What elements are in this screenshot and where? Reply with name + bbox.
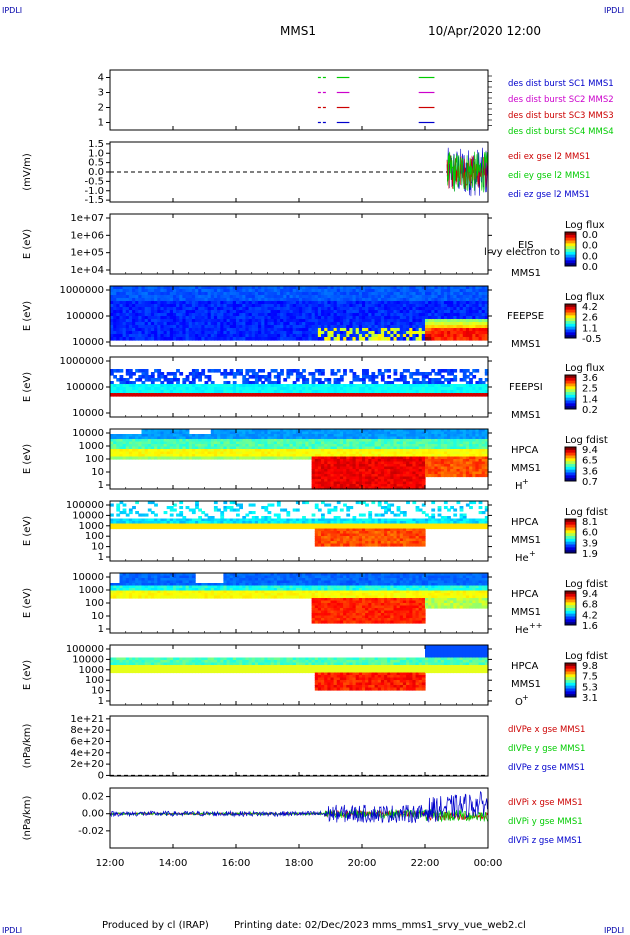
spacecraft-label: MMS1: [511, 410, 541, 421]
spectrogram-cell: [472, 375, 476, 379]
instrument-label: FEEPSI: [509, 382, 543, 393]
y-axis-label: E (eV): [22, 301, 33, 331]
spectrogram-cell: [343, 372, 347, 376]
spectrogram-cell: [198, 378, 202, 382]
panel-frame: [110, 70, 488, 130]
spacecraft-label: MMS1: [511, 268, 541, 279]
y-axis-label: E (eV): [22, 372, 33, 402]
colorbar: [565, 304, 576, 339]
y-tick-label: 4: [98, 73, 104, 84]
colorbar-label: 0.0: [582, 251, 598, 262]
y-tick-label: 1e+04: [70, 265, 104, 276]
panel-frame: [110, 214, 488, 274]
spectrogram: [110, 286, 489, 341]
legend-entry: des dist burst SC3 MMS3: [508, 111, 614, 121]
colorbar-cell: [565, 235, 576, 238]
colorbar-label: 4.2: [582, 302, 598, 313]
spectrogram-cell: [453, 378, 457, 382]
spectrogram-cell: [321, 372, 325, 376]
overlay-text: lrvy electron to: [484, 247, 560, 258]
y-tick-label: 1: [98, 118, 104, 129]
instrument-label: FEEPSE: [507, 311, 544, 322]
y-tick-label: 3: [98, 88, 104, 99]
colorbar: [565, 232, 576, 267]
y-axis-label: (mV/m): [22, 153, 33, 191]
spacecraft-label: MMS1: [511, 339, 541, 350]
colorbar-label: -0.5: [582, 334, 602, 345]
legend-entry: edi ez gse l2 MMS1: [508, 190, 590, 200]
legend-entry: edi ey gse l2 MMS1: [508, 171, 590, 181]
colorbar-label: 2.6: [582, 313, 598, 324]
y-tick-label: 10000: [72, 408, 104, 419]
y-tick-label: 1000000: [59, 285, 104, 296]
colorbar-cell: [565, 243, 576, 246]
spectrogram-cell: [302, 369, 306, 373]
y-tick-label: 100000: [66, 311, 104, 322]
y-tick-label: 1000000: [59, 356, 104, 367]
spectrogram-cell: [387, 375, 391, 379]
colorbar-label: 0.2: [582, 405, 598, 416]
spectrogram-cell: [280, 372, 284, 376]
colorbar-label: 2.5: [582, 384, 598, 395]
spectrogram-cell: [179, 372, 183, 376]
spectrogram-cell: [261, 369, 265, 373]
y-tick-label: 1e+05: [70, 248, 104, 259]
legend-entry: des dist burst SC4 MMS4: [508, 127, 614, 137]
spectrogram-cell: [120, 369, 124, 373]
legend-entry: edi ex gse l2 MMS1: [508, 152, 590, 162]
spectrogram-cell: [337, 369, 341, 373]
spectrogram: [110, 369, 489, 397]
y-tick-label: 2: [98, 103, 104, 114]
y-tick-label: 1e+07: [70, 213, 104, 224]
spectrogram: [110, 429, 489, 490]
spectrogram-cell: [475, 369, 479, 373]
spectrogram-cell: [453, 369, 457, 373]
colorbar-label: 0.0: [582, 230, 598, 241]
colorbar-label: 0.0: [582, 262, 598, 273]
y-tick-label: 10000: [72, 337, 104, 348]
legend-entry: des dist burst SC1 MMS1: [508, 79, 614, 89]
spectrogram-cell: [340, 378, 344, 382]
spectrogram-cell: [394, 372, 398, 376]
colorbar-label: 0.0: [582, 241, 598, 252]
legend-entry: des dist burst SC2 MMS2: [508, 95, 614, 105]
y-tick-label: -1.5: [84, 195, 104, 206]
y-tick-label: 1e+06: [70, 230, 104, 241]
colorbar-label: 1.1: [582, 323, 598, 334]
spectrogram-cell: [387, 369, 391, 373]
colorbar: [565, 375, 576, 410]
y-axis-label: E (eV): [22, 229, 33, 259]
colorbar-cell: [565, 252, 576, 255]
colorbar-label: 1.4: [582, 394, 598, 405]
y-tick-label: 100000: [66, 382, 104, 393]
colorbar-label: 3.6: [582, 373, 598, 384]
